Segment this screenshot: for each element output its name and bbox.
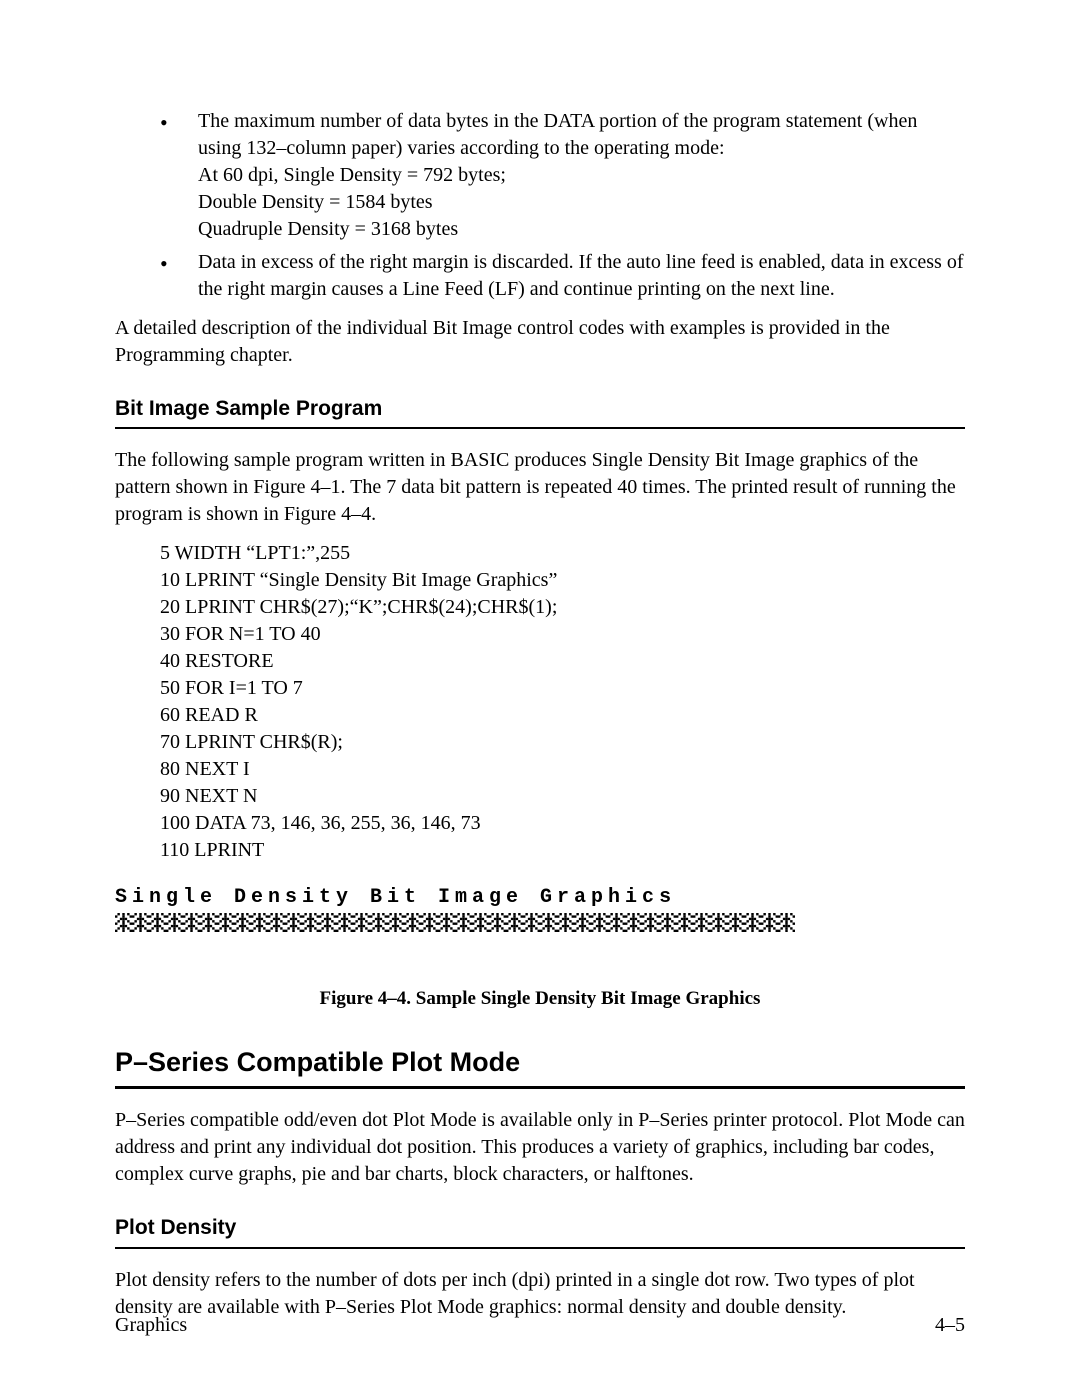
bullet-subline: Quadruple Density = 3168 bytes xyxy=(198,216,965,243)
pattern-unit xyxy=(132,913,149,932)
bit-image-pattern xyxy=(115,913,965,932)
main-heading-pseries: P–Series Compatible Plot Mode xyxy=(115,1044,965,1080)
pattern-unit xyxy=(455,913,472,932)
pattern-unit xyxy=(608,913,625,932)
pattern-unit xyxy=(149,913,166,932)
footer-left: Graphics xyxy=(115,1312,187,1339)
pattern-unit xyxy=(506,913,523,932)
bullet-text: Data in excess of the right margin is di… xyxy=(198,251,963,300)
pattern-unit xyxy=(421,913,438,932)
pattern-unit xyxy=(761,913,778,932)
pattern-unit xyxy=(540,913,557,932)
section-rule xyxy=(115,1247,965,1249)
bullet-text: The maximum number of data bytes in the … xyxy=(198,110,917,159)
pattern-unit xyxy=(574,913,591,932)
pattern-unit xyxy=(115,913,132,932)
pattern-unit xyxy=(727,913,744,932)
figure-caption: Figure 4–4. Sample Single Density Bit Im… xyxy=(115,986,965,1012)
code-listing: 5 WIDTH “LPT1:”,255 10 LPRINT “Single De… xyxy=(160,540,965,864)
section-rule xyxy=(115,427,965,429)
footer-right: 4–5 xyxy=(935,1312,965,1339)
pattern-unit xyxy=(591,913,608,932)
pattern-unit xyxy=(557,913,574,932)
section-heading-bit-image: Bit Image Sample Program xyxy=(115,395,965,423)
pattern-unit xyxy=(676,913,693,932)
pattern-unit xyxy=(778,913,795,932)
bullet-subline: Double Density = 1584 bytes xyxy=(198,189,965,216)
pattern-unit xyxy=(285,913,302,932)
bullet-list: The maximum number of data bytes in the … xyxy=(160,108,965,303)
pattern-unit xyxy=(693,913,710,932)
pattern-unit xyxy=(710,913,727,932)
pattern-unit xyxy=(234,913,251,932)
pattern-unit xyxy=(489,913,506,932)
bullet-item: The maximum number of data bytes in the … xyxy=(160,108,965,243)
pattern-unit xyxy=(183,913,200,932)
main-rule xyxy=(115,1086,965,1089)
pattern-unit xyxy=(166,913,183,932)
pattern-unit xyxy=(472,913,489,932)
pattern-unit xyxy=(625,913,642,932)
paragraph: A detailed description of the individual… xyxy=(115,315,965,369)
pattern-unit xyxy=(523,913,540,932)
pattern-unit xyxy=(659,913,676,932)
bullet-item: Data in excess of the right margin is di… xyxy=(160,249,965,303)
printer-output-title: Single Density Bit Image Graphics xyxy=(115,884,965,911)
pattern-unit xyxy=(387,913,404,932)
pattern-unit xyxy=(353,913,370,932)
bullet-subline: At 60 dpi, Single Density = 792 bytes; xyxy=(198,162,965,189)
pattern-unit xyxy=(268,913,285,932)
pattern-unit xyxy=(302,913,319,932)
pattern-unit xyxy=(251,913,268,932)
paragraph: The following sample program written in … xyxy=(115,447,965,528)
pattern-unit xyxy=(370,913,387,932)
printer-output: Single Density Bit Image Graphics xyxy=(115,884,965,932)
pattern-unit xyxy=(438,913,455,932)
page-content: The maximum number of data bytes in the … xyxy=(0,0,1080,1321)
pattern-unit xyxy=(200,913,217,932)
pattern-unit xyxy=(336,913,353,932)
pattern-unit xyxy=(744,913,761,932)
pattern-unit xyxy=(217,913,234,932)
page-footer: Graphics 4–5 xyxy=(115,1312,965,1339)
section-heading-plot-density: Plot Density xyxy=(115,1214,965,1242)
paragraph: P–Series compatible odd/even dot Plot Mo… xyxy=(115,1107,965,1188)
pattern-unit xyxy=(642,913,659,932)
pattern-unit xyxy=(404,913,421,932)
pattern-unit xyxy=(319,913,336,932)
